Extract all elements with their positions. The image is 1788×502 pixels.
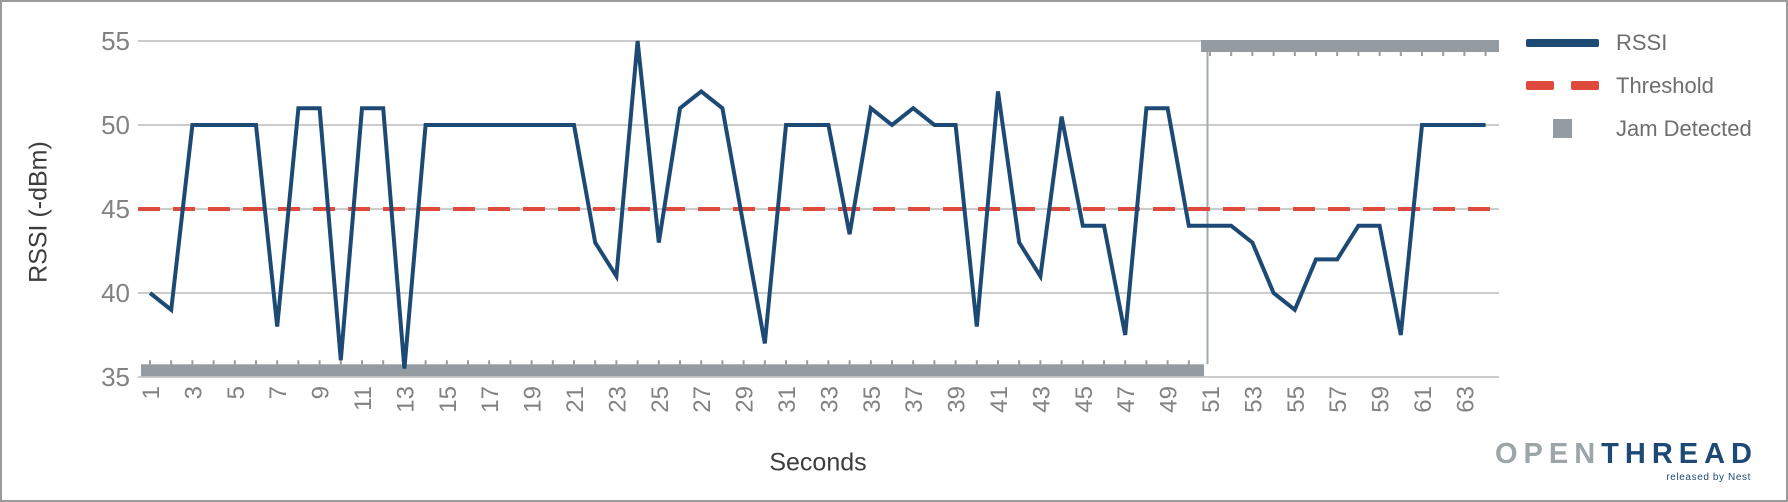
x-tick-label: 59: [1368, 386, 1395, 413]
logo-open-text: OPEN: [1494, 438, 1602, 470]
x-tick-label: 29: [732, 386, 759, 413]
x-tick-label: 37: [901, 386, 928, 413]
logo-tagline: released by Nest: [1666, 471, 1751, 483]
jam-square-icon: [1526, 119, 1599, 138]
x-tick-label: 39: [944, 386, 971, 413]
x-tick-label: 13: [392, 386, 419, 413]
x-tick-label: 19: [520, 386, 547, 413]
legend-item-threshold: Threshold: [1526, 64, 1752, 107]
x-tick-label: 15: [435, 386, 462, 413]
rssi-line: [148, 40, 1486, 369]
x-tick-label: 49: [1156, 386, 1183, 413]
x-tick-label: 23: [604, 386, 631, 413]
x-tick-label: 43: [1028, 386, 1055, 413]
x-tick-label: 57: [1325, 386, 1352, 413]
openthread-logo: OPENTHREAD released by Nest: [1494, 438, 1758, 483]
y-axis-title: RSSI (-dBm): [24, 141, 53, 283]
legend-label-jam: Jam Detected: [1616, 115, 1752, 141]
y-tick-label: 40: [101, 278, 130, 308]
x-tick-label: 47: [1113, 386, 1140, 413]
openthread-logo-wordmark: OPENTHREAD: [1494, 438, 1758, 471]
legend-label-rssi: RSSI: [1616, 29, 1668, 55]
y-tick-label: 35: [101, 362, 130, 392]
x-tick-label: 41: [986, 386, 1013, 413]
x-tick-label: 7: [265, 386, 292, 399]
x-tick-label: 45: [1071, 386, 1098, 413]
x-tick-label: 5: [223, 386, 250, 399]
legend-item-rssi: RSSI: [1526, 21, 1752, 64]
x-tick-label: 17: [477, 386, 504, 413]
x-tick-label: 21: [562, 386, 589, 413]
x-tick-label: 53: [1240, 386, 1267, 413]
legend: RSSI Threshold Jam Detected: [1526, 21, 1752, 150]
x-tick-label: 51: [1198, 386, 1225, 413]
x-tick-label: 61: [1410, 386, 1437, 413]
x-tick-label: 55: [1283, 386, 1310, 413]
logo-thread-text: THREAD: [1601, 438, 1758, 470]
x-tick-label: 11: [350, 386, 377, 411]
x-tick-label: 63: [1452, 386, 1479, 413]
y-tick-label: 55: [101, 26, 130, 56]
x-tick-label: 27: [689, 386, 716, 413]
rssi-line-icon: [1526, 38, 1599, 47]
threshold-dash-icon: [1526, 81, 1599, 90]
y-tick-label: 45: [101, 194, 130, 224]
x-tick-label: 25: [647, 386, 674, 413]
x-tick-label: 35: [859, 386, 886, 413]
x-tick-label: 33: [816, 386, 843, 413]
x-axis-title: Seconds: [769, 448, 867, 477]
legend-item-jam: Jam Detected: [1526, 107, 1752, 150]
x-tick-label: 1: [138, 386, 165, 399]
y-tick-label: 50: [101, 110, 130, 140]
legend-label-threshold: Threshold: [1616, 72, 1714, 98]
x-tick-label: 31: [774, 386, 801, 413]
x-tick-label: 3: [180, 386, 207, 399]
x-tick-label: 9: [308, 386, 335, 399]
